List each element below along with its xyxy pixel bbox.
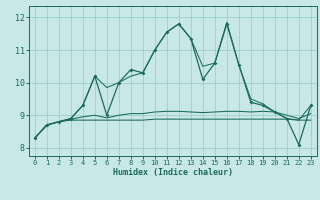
X-axis label: Humidex (Indice chaleur): Humidex (Indice chaleur) bbox=[113, 168, 233, 177]
